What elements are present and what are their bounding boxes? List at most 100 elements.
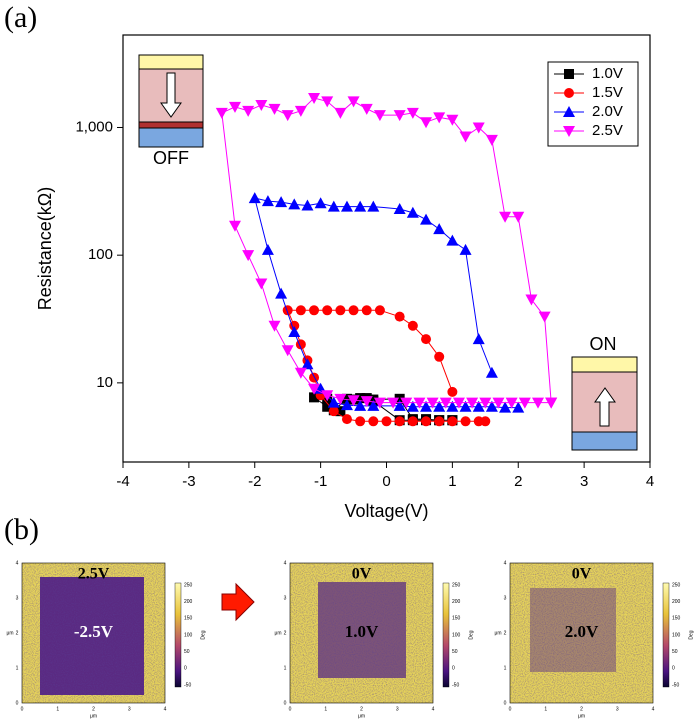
afm-frame (21, 562, 166, 704)
axis-tick-label: 3 (284, 595, 287, 601)
colorbar-tick-label: 50 (184, 649, 190, 655)
axis-tick-label: 3 (616, 706, 619, 712)
x-tick-label: 4 (646, 473, 654, 490)
colorbar-tick-label: 0 (452, 666, 455, 672)
colorbar-tick-label: -50 (452, 682, 459, 688)
legend-label: 1.5V (592, 84, 623, 101)
axis-tick-label: 4 (164, 706, 167, 712)
colorbar-tick-label: 100 (184, 632, 193, 638)
axis-unit: μm (578, 713, 585, 719)
axis-tick-label: 0 (21, 706, 24, 712)
colorbar-tick-label: 200 (452, 599, 461, 605)
marker (340, 200, 353, 212)
axis-tick-label: 3 (396, 706, 399, 712)
axis-tick-label: 2 (580, 706, 583, 712)
marker (460, 416, 471, 427)
marker (354, 399, 367, 411)
legend-marker (563, 126, 575, 137)
axis-tick-label: 2 (284, 630, 287, 636)
marker (473, 416, 484, 427)
marker (394, 393, 405, 404)
axis-tick-label: 3 (128, 706, 131, 712)
marker (242, 105, 255, 117)
marker (294, 367, 307, 379)
panel-label: (b) (4, 513, 39, 546)
marker (479, 397, 492, 409)
marker (368, 416, 379, 427)
marker (512, 401, 525, 413)
marker (281, 110, 294, 122)
panel-label: (a) (4, 1, 37, 34)
marker (360, 103, 373, 115)
axis-tick-label: 4 (652, 706, 655, 712)
series-line (286, 309, 486, 422)
region-label: 0V (352, 566, 372, 583)
axis-tick-label: 1 (284, 665, 287, 671)
marker (335, 305, 346, 316)
axis-tick-label: 3 (16, 595, 19, 601)
marker (355, 393, 366, 404)
marker (499, 401, 512, 413)
marker (268, 320, 281, 332)
x-tick-label: -2 (248, 473, 261, 490)
region-label: 2.5V (78, 566, 110, 583)
marker (354, 200, 367, 212)
marker (334, 393, 347, 405)
axis-tick-label: 4 (16, 560, 19, 566)
colorbar-unit: Deg (200, 630, 206, 639)
marker (261, 243, 274, 255)
axis-unit: μm (494, 630, 501, 636)
marker (255, 99, 268, 111)
marker (314, 197, 327, 209)
legend-label: 2.0V (592, 103, 623, 120)
colorbar-tick-label: 150 (672, 616, 681, 622)
legend-label: 2.5V (592, 122, 623, 139)
marker (334, 107, 347, 119)
marker (452, 397, 465, 409)
afm-frame (509, 562, 654, 704)
marker (373, 397, 386, 409)
marker (499, 211, 512, 223)
colorbar-tick-label: 200 (672, 599, 681, 605)
marker (421, 334, 432, 345)
x-tick-label: -4 (116, 473, 129, 490)
marker (347, 96, 360, 108)
marker (281, 345, 294, 357)
on-inset (571, 356, 638, 451)
axis-tick-label: 2 (360, 706, 363, 712)
off-inset (138, 54, 204, 148)
region-label: -2.5V (74, 622, 114, 641)
x-axis-label: Voltage(V) (344, 501, 428, 521)
marker (321, 96, 334, 108)
colorbar-unit: Deg (688, 630, 694, 639)
marker (347, 395, 360, 407)
marker (301, 199, 314, 211)
axis-tick-label: 0 (289, 706, 292, 712)
marker (525, 294, 538, 306)
colorbar-tick-label: 250 (452, 582, 461, 588)
axis-tick-label: 0 (284, 700, 287, 706)
marker (413, 397, 426, 409)
marker (394, 311, 405, 322)
marker (301, 358, 314, 370)
afm-frame (289, 562, 434, 704)
x-tick-label: 2 (514, 473, 522, 490)
marker (242, 250, 255, 262)
marker (309, 305, 320, 316)
marker (288, 198, 301, 210)
marker (426, 397, 439, 409)
axis-tick-label: 2 (92, 706, 95, 712)
colorbar-tick-label: 250 (672, 582, 681, 588)
marker (381, 416, 392, 427)
inset-label: ON (590, 334, 617, 354)
colorbar-tick-label: 0 (184, 666, 187, 672)
axis-unit: μm (90, 713, 97, 719)
marker (294, 105, 307, 117)
marker (492, 397, 505, 409)
marker (360, 396, 373, 408)
marker (406, 107, 419, 119)
marker (341, 414, 352, 425)
marker (433, 112, 446, 124)
